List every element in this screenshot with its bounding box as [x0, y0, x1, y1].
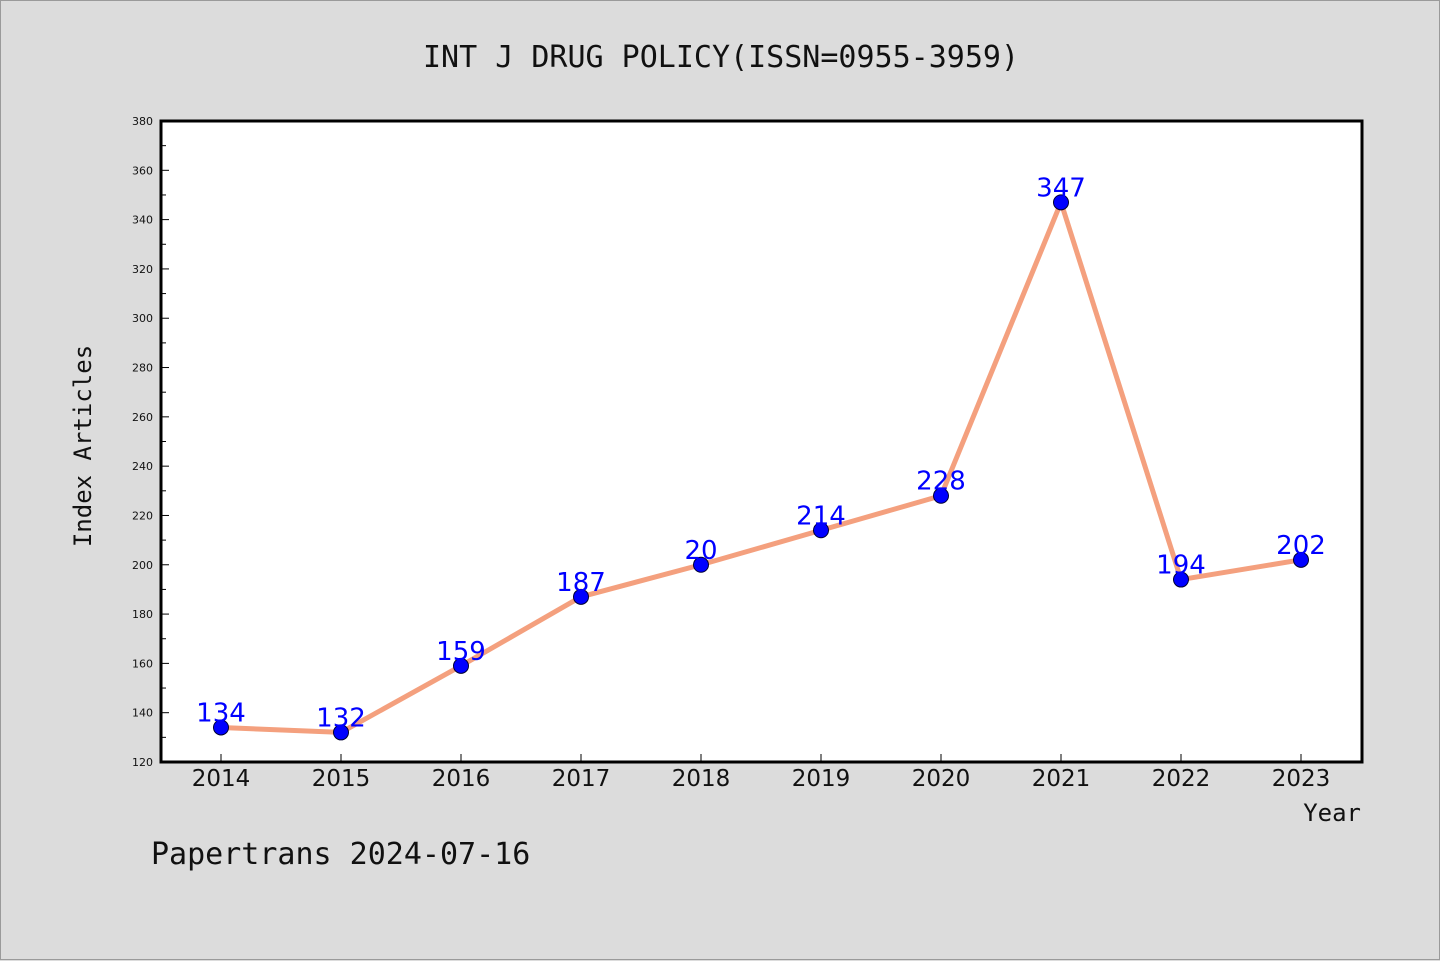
series-line — [218, 199, 1304, 735]
x-tick-label: 2017 — [552, 766, 611, 792]
y-tick-label: 380 — [132, 115, 153, 128]
x-tick-label: 2014 — [192, 766, 251, 792]
data-label: 214 — [796, 501, 846, 531]
data-point — [693, 556, 709, 573]
footer-credit: Papertrans 2024-07-16 — [151, 837, 530, 872]
y-tick-label: 220 — [132, 509, 153, 522]
y-tick-label: 340 — [132, 214, 153, 227]
x-tick-label: 2020 — [912, 766, 971, 792]
x-tick-label: 2016 — [432, 766, 491, 792]
data-label: 194 — [1156, 551, 1206, 581]
x-tick-label: 2022 — [1152, 766, 1211, 792]
data-point — [1293, 551, 1309, 568]
data-label-layer: 134 132 159 187 20 214 228 347 194 202 — [196, 173, 1326, 733]
y-tick-label: 260 — [132, 411, 153, 424]
data-point — [813, 522, 829, 539]
y-tick-label: 160 — [132, 657, 153, 670]
data-point — [213, 719, 229, 736]
x-axis-title: Year — [1303, 799, 1361, 827]
y-tick-label: 120 — [132, 756, 153, 769]
x-tick-label: 2021 — [1032, 766, 1091, 792]
data-label: 347 — [1036, 173, 1086, 203]
data-label: 132 — [316, 703, 366, 733]
data-label: 134 — [196, 698, 246, 728]
data-point — [1053, 194, 1069, 211]
x-tick-label: 2023 — [1272, 766, 1331, 792]
chart-title: INT J DRUG POLICY(ISSN=0955-3959) — [423, 40, 1019, 75]
y-tick-label: 300 — [132, 312, 153, 325]
data-point — [933, 487, 949, 504]
x-tick-label: 2019 — [792, 766, 851, 792]
data-label: 202 — [1276, 531, 1326, 561]
plot-area — [161, 121, 1362, 762]
data-label: 159 — [436, 637, 486, 667]
axis-layer: 120 140 160 180 200 220 240 260 280 300 320 340 360 3… — [132, 115, 1330, 792]
data-point — [1173, 571, 1189, 588]
plot-frame — [159, 119, 1364, 764]
y-tick-label: 240 — [132, 460, 153, 473]
data-point — [573, 588, 589, 605]
y-axis-title: Index Articles — [69, 345, 97, 547]
y-tick-label: 320 — [132, 263, 153, 276]
y-tick-label: 140 — [132, 707, 153, 720]
data-point — [453, 657, 469, 674]
series-layer — [213, 194, 1309, 741]
data-label: 20 — [684, 536, 717, 566]
data-label: 228 — [916, 467, 966, 497]
data-point — [333, 724, 349, 741]
data-label: 187 — [556, 568, 606, 598]
y-tick-label: 180 — [132, 608, 153, 621]
x-tick-label: 2018 — [672, 766, 731, 792]
y-tick-label: 360 — [132, 164, 153, 177]
x-tick-label: 2015 — [312, 766, 371, 792]
y-tick-label: 200 — [132, 559, 153, 572]
y-tick-label: 280 — [132, 362, 153, 375]
